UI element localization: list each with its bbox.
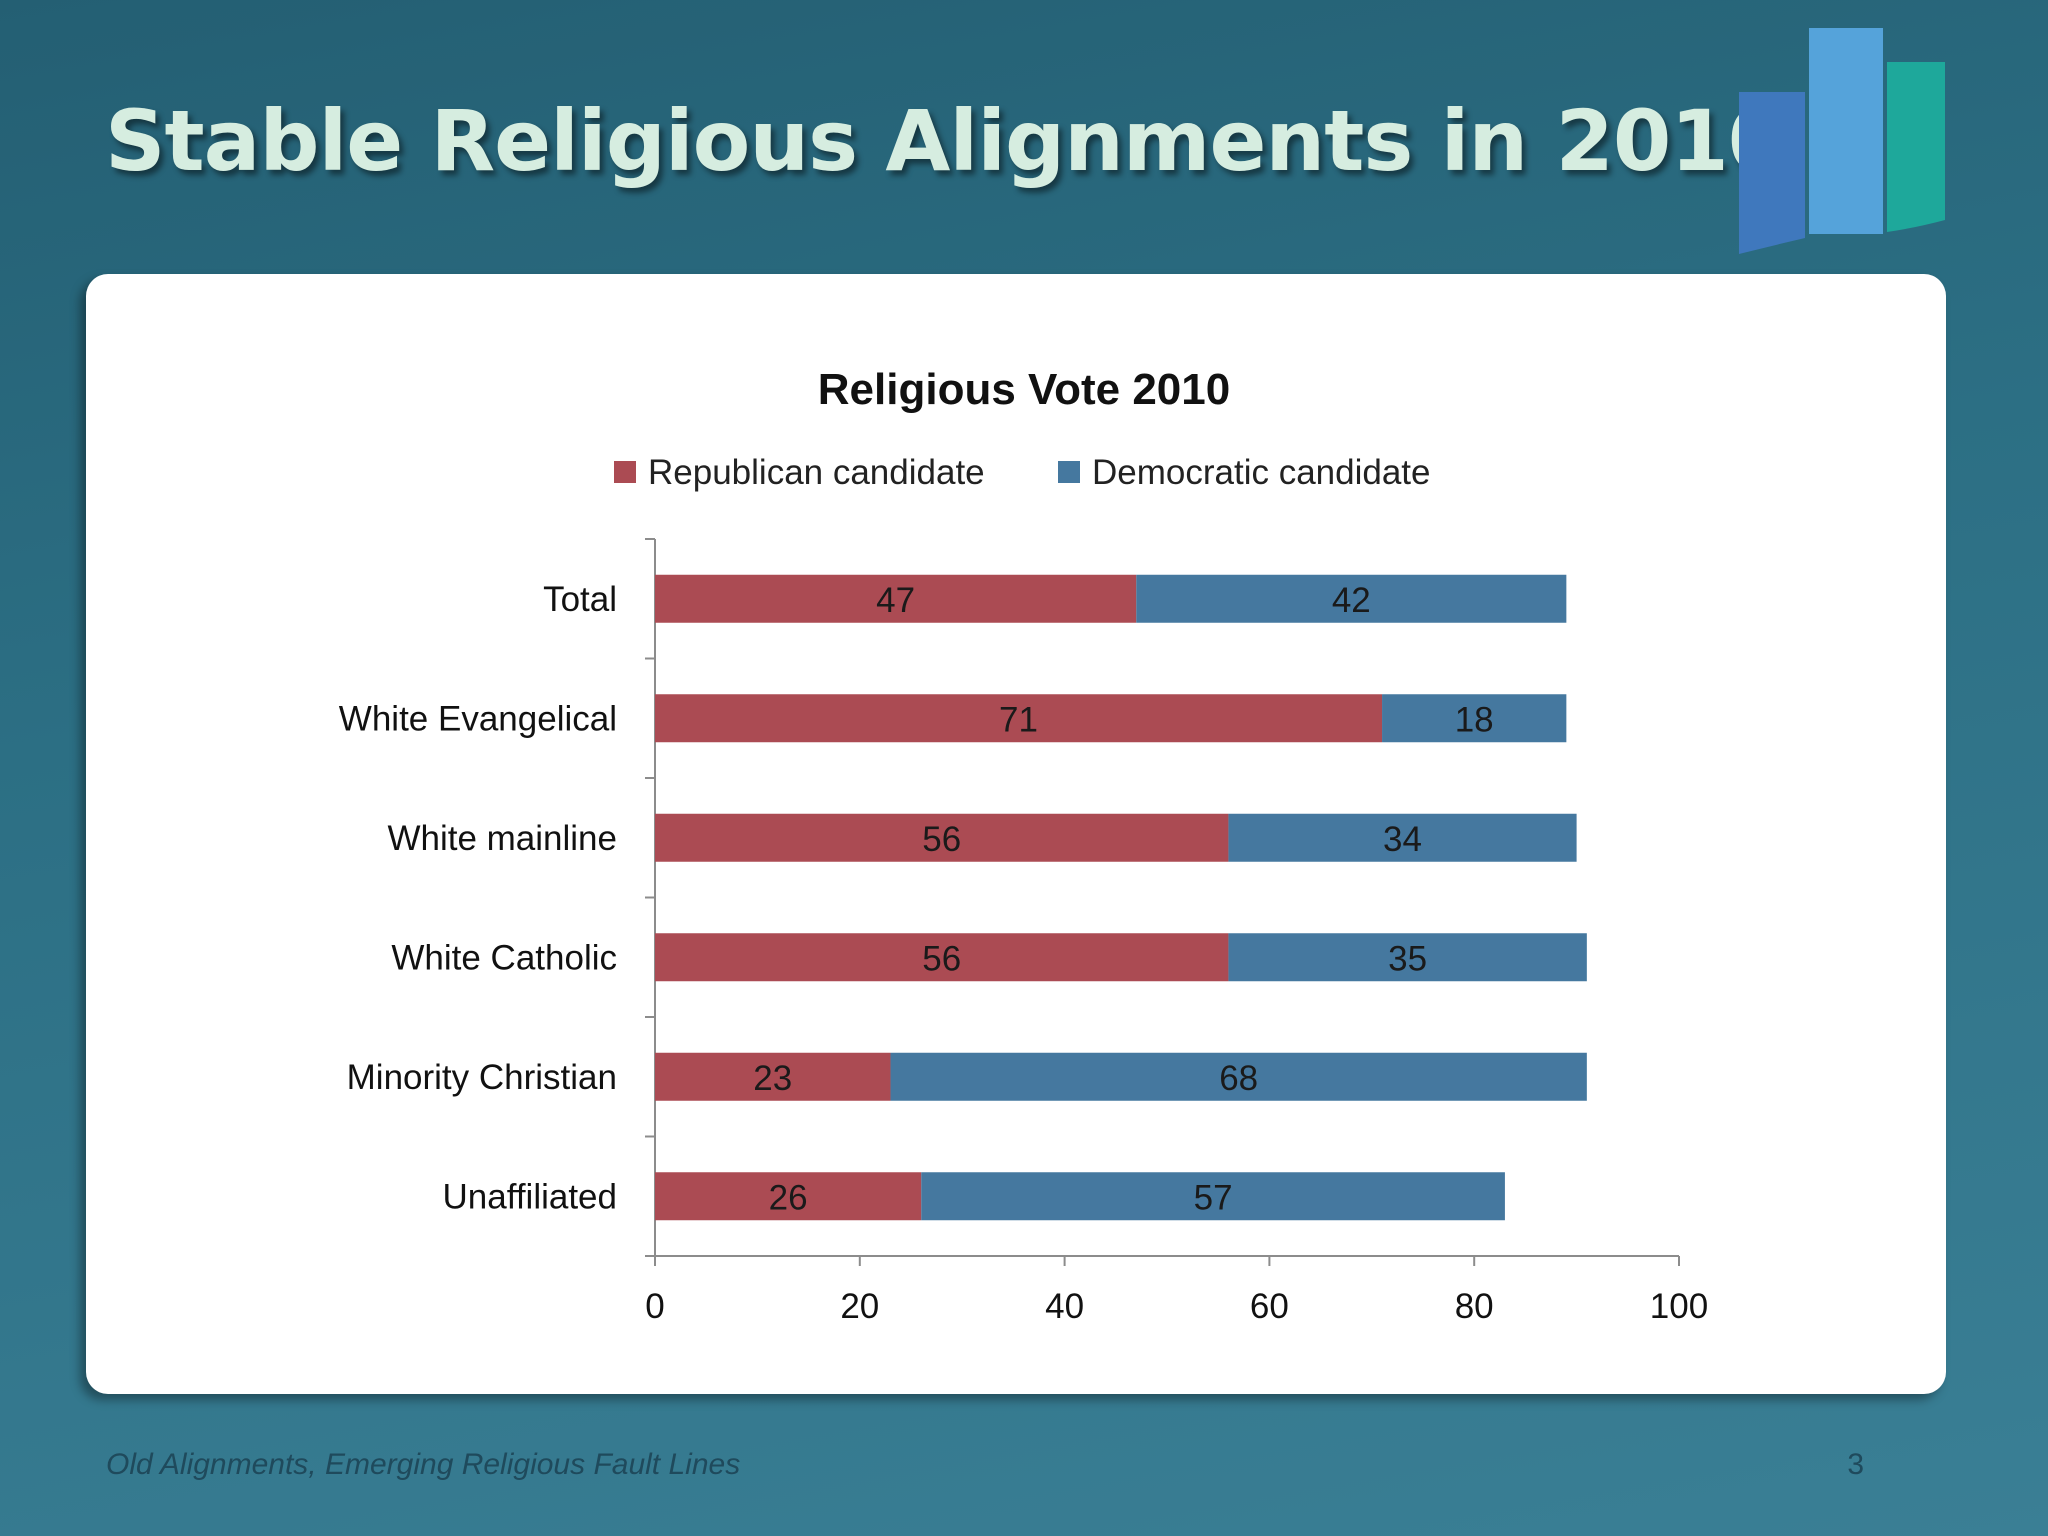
- bar-data-label: 26: [769, 1178, 808, 1217]
- chart-legend: Republican candidate Democratic candidate: [614, 453, 1431, 492]
- bar-segment: [655, 694, 1383, 743]
- y-axis: Total White Evangelical White mainline Whit…: [339, 538, 656, 1264]
- bars: 47 42 71 18 56 34 56 35 23 68 26 57: [655, 574, 1587, 1221]
- bar-data-label: 18: [1455, 700, 1494, 739]
- y-tick-label: Minority Christian: [347, 1058, 617, 1097]
- x-tick-label: 100: [1650, 1287, 1708, 1326]
- bar-segment: [1228, 933, 1587, 982]
- bar-segment: [655, 933, 1229, 982]
- y-tick-label: White mainline: [387, 819, 617, 858]
- x-tick-label: 80: [1455, 1287, 1494, 1326]
- bar-data-label: 68: [1219, 1059, 1258, 1098]
- bar-data-label: 47: [876, 581, 915, 620]
- chart-card: Religious Vote 2010 Republican candidate…: [86, 274, 1946, 1394]
- bar-segment: [921, 1172, 1505, 1221]
- slide-title: Stable Religious Alignments in 2010: [105, 92, 1786, 190]
- bar-data-label: 23: [753, 1059, 792, 1098]
- bar-data-label: 42: [1332, 581, 1371, 620]
- bar-segment: [890, 1052, 1587, 1101]
- y-tick-label: White Evangelical: [339, 699, 617, 738]
- legend-swatch: [1058, 461, 1080, 483]
- x-tick-label: 20: [840, 1287, 879, 1326]
- bar-data-label: 34: [1383, 820, 1422, 859]
- bar-segment: [655, 1172, 922, 1221]
- legend-label: Democratic candidate: [1092, 453, 1431, 492]
- y-tick-label: White Catholic: [391, 938, 617, 977]
- bar-segment: [1382, 694, 1567, 743]
- x-tick-label: 60: [1250, 1287, 1289, 1326]
- bar-segment: [1228, 813, 1577, 862]
- x-axis: 0 20 40 60 80 100: [645, 1255, 1708, 1326]
- y-tick-label: Unaffiliated: [443, 1177, 617, 1216]
- bar-data-label: 57: [1194, 1178, 1233, 1217]
- bar-segment: [655, 813, 1229, 862]
- page-number: 3: [1847, 1448, 1864, 1481]
- bar-segment: [655, 574, 1137, 623]
- legend-label: Republican candidate: [648, 453, 985, 492]
- legend-swatch: [614, 461, 636, 483]
- x-tick-label: 40: [1045, 1287, 1084, 1326]
- y-tick-label: Total: [543, 580, 617, 619]
- stacked-bar-chart: Religious Vote 2010 Republican candidate…: [339, 365, 1708, 1326]
- x-tick-label: 0: [645, 1287, 664, 1326]
- bar-segment: [1136, 574, 1567, 623]
- bar-data-label: 35: [1388, 939, 1427, 978]
- bar-data-label: 56: [922, 939, 961, 978]
- footer-text: Old Alignments, Emerging Religious Fault…: [106, 1448, 741, 1481]
- bar-segment: [655, 1052, 891, 1101]
- bar-data-label: 71: [999, 700, 1038, 739]
- chart-title: Religious Vote 2010: [818, 365, 1230, 414]
- bar-data-label: 56: [922, 820, 961, 859]
- bar-chart-logo-icon: [1739, 28, 1945, 254]
